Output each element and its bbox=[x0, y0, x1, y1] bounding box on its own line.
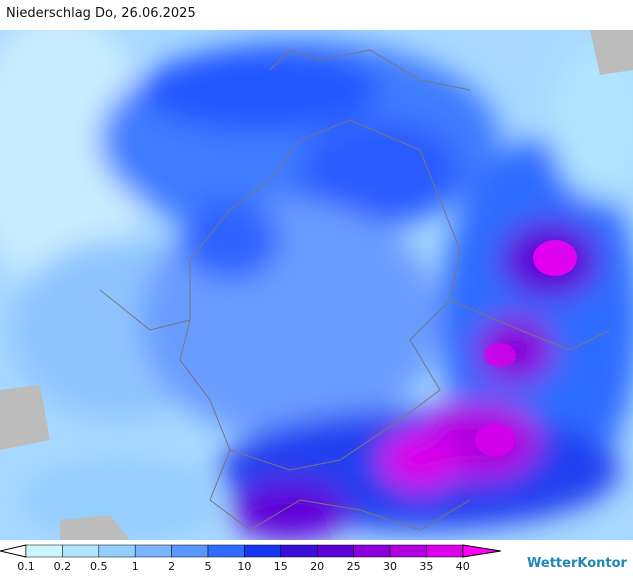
precipitation-map bbox=[0, 30, 633, 540]
legend-label: 0.2 bbox=[54, 560, 72, 573]
legend-label: 1 bbox=[132, 560, 139, 573]
legend-arrow bbox=[462, 544, 501, 558]
legend-label: 10 bbox=[237, 560, 251, 573]
legend-label: 35 bbox=[419, 560, 433, 573]
legend-label: 40 bbox=[456, 560, 470, 573]
legend-swatch bbox=[389, 544, 427, 558]
legend-label: 20 bbox=[310, 560, 324, 573]
legend-swatch bbox=[280, 544, 318, 558]
brand-logo: WetterKontor bbox=[527, 556, 627, 571]
legend-swatch bbox=[426, 544, 464, 558]
legend-label: 0.1 bbox=[17, 560, 35, 573]
legend-label: 0.5 bbox=[90, 560, 108, 573]
legend-swatch bbox=[134, 544, 172, 558]
legend-label: 2 bbox=[168, 560, 175, 573]
legend-swatch bbox=[353, 544, 391, 558]
legend-swatch bbox=[62, 544, 100, 558]
legend-label: 5 bbox=[205, 560, 212, 573]
legend-swatch bbox=[25, 544, 63, 558]
legend-swatch bbox=[244, 544, 282, 558]
legend-swatch bbox=[98, 544, 136, 558]
legend-swatch bbox=[316, 544, 354, 558]
legend-label: 15 bbox=[274, 560, 288, 573]
legend-swatch bbox=[207, 544, 245, 558]
legend-label: 25 bbox=[347, 560, 361, 573]
legend-label: 30 bbox=[383, 560, 397, 573]
map-title: Niederschlag Do, 26.06.2025 bbox=[6, 6, 196, 21]
legend-arrow bbox=[0, 544, 27, 558]
legend: 0.1 0.2 0.5 1 2 5 10 15 20 25 30 35 40 bbox=[0, 544, 501, 573]
legend-swatch bbox=[171, 544, 209, 558]
